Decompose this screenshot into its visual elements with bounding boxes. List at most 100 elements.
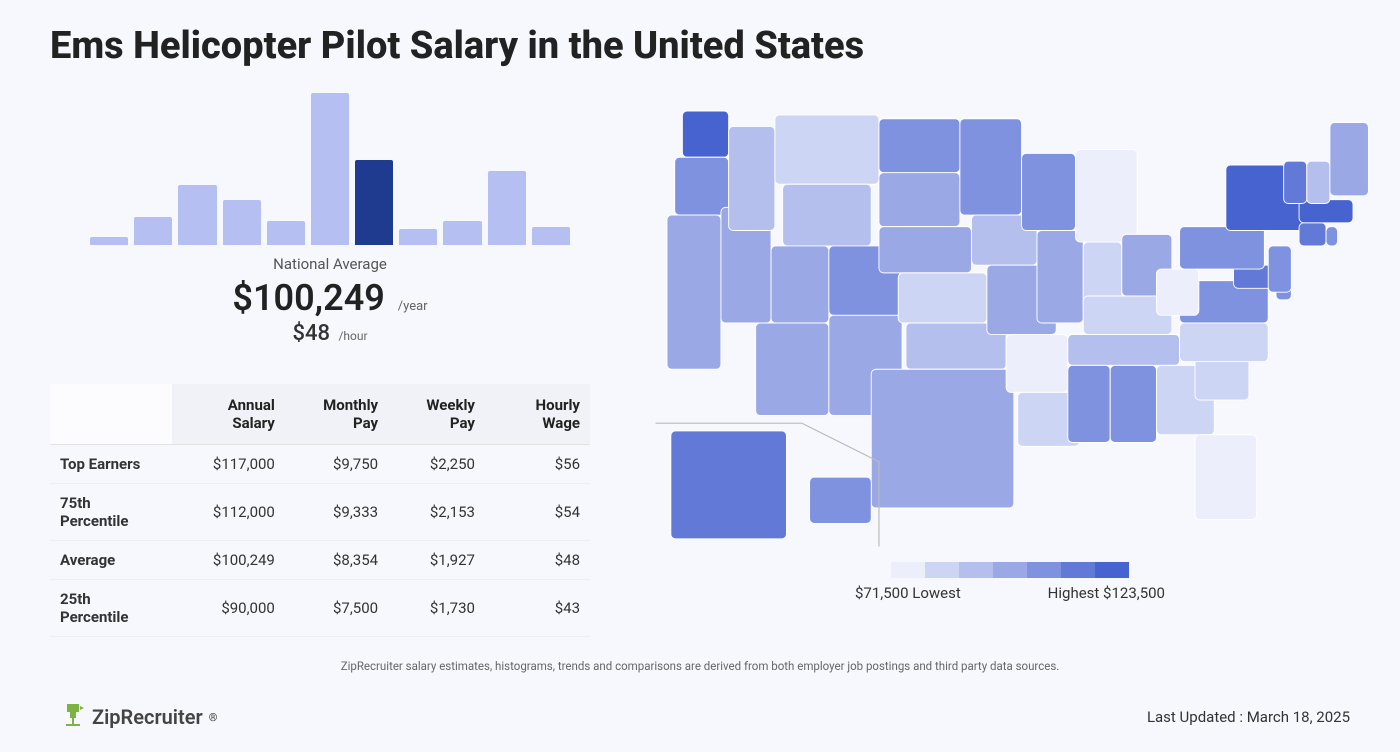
right-column: $71,500 Lowest Highest $123,500	[610, 88, 1380, 637]
table-header	[50, 384, 172, 445]
state-tn[interactable]	[1068, 335, 1180, 366]
table-row: Top Earners$117,000$9,750$2,250$56	[50, 445, 590, 484]
state-ms[interactable]	[1068, 365, 1110, 442]
state-tx[interactable]	[871, 369, 1014, 508]
state-ak[interactable]	[671, 431, 787, 539]
legend-swatch	[1061, 562, 1095, 578]
table-header: Weekly Pay	[388, 384, 485, 445]
table-row: 75th Percentile$112,000$9,333$2,153$54	[50, 484, 590, 541]
state-wa[interactable]	[682, 111, 728, 157]
table-row: 25th Percentile$90,000$7,500$1,730$43	[50, 580, 590, 637]
state-sd[interactable]	[879, 173, 960, 227]
legend-swatch	[959, 562, 993, 578]
legend-swatch	[1095, 562, 1129, 578]
state-ar[interactable]	[1006, 335, 1068, 393]
table-header: Hourly Wage	[485, 384, 590, 445]
ziprecruiter-logo: ZipRecruiter ®	[64, 702, 217, 732]
footer: ZipRecruiter ® Last Updated : March 18, 2…	[0, 702, 1400, 732]
table-cell: $48	[485, 541, 590, 580]
histogram-bar	[399, 229, 437, 245]
table-cell: $2,250	[388, 445, 485, 484]
last-updated: Last Updated : March 18, 2025	[1147, 708, 1350, 726]
state-ne[interactable]	[879, 227, 972, 273]
table-cell: $90,000	[172, 580, 285, 637]
state-ks[interactable]	[898, 273, 987, 323]
table-cell: $2,153	[388, 484, 485, 541]
state-mn[interactable]	[960, 119, 1022, 215]
state-fl[interactable]	[1195, 435, 1257, 520]
us-map-svg	[640, 88, 1380, 558]
state-ut[interactable]	[771, 246, 829, 323]
state-nd[interactable]	[879, 119, 960, 173]
legend-swatch	[891, 562, 925, 578]
legend-swatch	[925, 562, 959, 578]
state-vt[interactable]	[1284, 161, 1307, 203]
table-body: Top Earners$117,000$9,750$2,250$5675th P…	[50, 445, 590, 637]
histogram-bar	[178, 185, 216, 245]
histogram-bar	[532, 227, 570, 245]
state-hi[interactable]	[810, 477, 872, 523]
state-ca[interactable]	[667, 215, 721, 369]
content-row: National Average $100,249 /year $48 /hou…	[0, 78, 1400, 637]
left-column: National Average $100,249 /year $48 /hou…	[50, 88, 610, 637]
state-ri[interactable]	[1326, 227, 1338, 246]
table-header: Monthly Pay	[285, 384, 388, 445]
state-mt[interactable]	[775, 115, 879, 184]
legend-lowest: $71,500 Lowest	[855, 584, 961, 602]
histogram-bar	[134, 217, 172, 245]
histogram-bar	[443, 221, 481, 245]
hourly-value: $48	[292, 321, 330, 346]
table-header: Annual Salary	[172, 384, 285, 445]
state-il[interactable]	[1037, 231, 1083, 324]
annual-suffix: /year	[398, 299, 428, 314]
table-cell: $117,000	[172, 445, 285, 484]
legend-swatch	[1027, 562, 1061, 578]
table-cell: Average	[50, 541, 172, 580]
state-wv[interactable]	[1156, 269, 1198, 315]
table-cell: $100,249	[172, 541, 285, 580]
table-cell: $1,927	[388, 541, 485, 580]
histogram-bar	[90, 237, 128, 245]
table-cell: $9,750	[285, 445, 388, 484]
table-cell: $54	[485, 484, 590, 541]
annual-value: $100,249	[232, 277, 384, 319]
table-cell: 25th Percentile	[50, 580, 172, 637]
salary-table: Annual SalaryMonthly PayWeekly PayHourly…	[50, 384, 590, 637]
histogram-bar	[355, 160, 393, 245]
table-cell: $7,500	[285, 580, 388, 637]
legend-labels: $71,500 Lowest Highest $123,500	[855, 584, 1165, 602]
table-cell: $56	[485, 445, 590, 484]
table-row: Average$100,249$8,354$1,927$48	[50, 541, 590, 580]
state-sc[interactable]	[1195, 358, 1249, 400]
state-ct[interactable]	[1299, 223, 1326, 246]
state-nh[interactable]	[1307, 161, 1330, 203]
histogram-annual: $100,249 /year	[50, 277, 610, 319]
table-cell: $43	[485, 580, 590, 637]
state-nc[interactable]	[1180, 323, 1269, 362]
histogram-bar	[488, 171, 526, 245]
page-title: Ems Helicopter Pilot Salary in the Unite…	[0, 0, 1400, 78]
state-me[interactable]	[1330, 123, 1369, 196]
state-al[interactable]	[1110, 365, 1156, 442]
state-or[interactable]	[675, 157, 729, 215]
footnote: ZipRecruiter salary estimates, histogram…	[0, 659, 1400, 673]
map-legend	[640, 562, 1380, 578]
state-wy[interactable]	[783, 184, 872, 246]
state-pa[interactable]	[1180, 227, 1265, 269]
histogram-hourly: $48 /hour	[50, 321, 610, 346]
us-map	[640, 88, 1380, 558]
logo-text: ZipRecruiter	[92, 705, 203, 729]
state-nj[interactable]	[1268, 246, 1291, 292]
table-cell: $1,730	[388, 580, 485, 637]
legend-swatch	[993, 562, 1027, 578]
table-cell: $112,000	[172, 484, 285, 541]
histogram-label: National Average	[50, 255, 610, 273]
state-id[interactable]	[729, 126, 775, 230]
state-mi[interactable]	[1076, 150, 1138, 243]
chair-icon	[64, 702, 86, 732]
histogram-bar	[267, 221, 305, 245]
logo-r: ®	[209, 711, 218, 724]
state-az[interactable]	[756, 323, 829, 416]
hourly-suffix: /hour	[338, 329, 367, 343]
state-wi[interactable]	[1022, 153, 1076, 230]
